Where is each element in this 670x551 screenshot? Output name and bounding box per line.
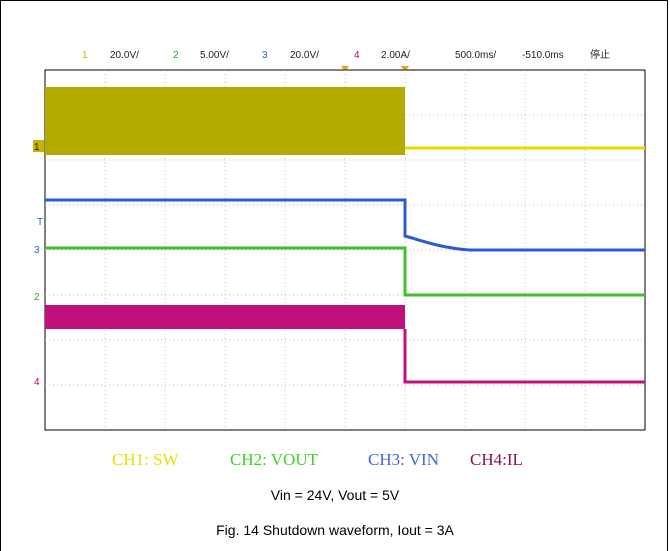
- legend-ch3: CH3: VIN: [368, 450, 439, 469]
- ch-scale: 20.0V/: [110, 50, 139, 61]
- caption-title: Fig. 14 Shutdown waveform, Iout = 3A: [216, 522, 454, 538]
- marker: 1: [34, 142, 40, 153]
- ch-scale: 5.00V/: [200, 50, 229, 61]
- timebase: 500.0ms/: [455, 50, 496, 61]
- delay: -510.0ms: [522, 50, 564, 61]
- ch-number: 4: [354, 50, 360, 61]
- ch4-trace: [403, 329, 645, 384]
- legend-ch4: CH4:IL: [470, 450, 523, 469]
- ch-number: 3: [262, 50, 268, 61]
- ch2-trace: [45, 246, 645, 297]
- ch3-trace: [45, 198, 645, 252]
- header: 1 20.0V/ 2 5.00V/ 3 20.0V/ 4 2.00A/ 500.…: [82, 48, 610, 61]
- ch-scale: 20.0V/: [290, 50, 319, 61]
- trigger-marker: T: [37, 217, 43, 228]
- status: 停止: [590, 48, 610, 61]
- marker: 3: [34, 245, 40, 256]
- channel-markers: 1 3 2 4 T: [33, 140, 44, 388]
- marker: 4: [34, 377, 40, 388]
- ch-number: 2: [173, 50, 179, 61]
- ch-number: 1: [82, 50, 88, 61]
- ch1-burst: [45, 87, 405, 155]
- legend-ch1: CH1: SW: [112, 450, 180, 469]
- legend-ch2: CH2: VOUT: [230, 450, 319, 469]
- marker-bg: [33, 140, 44, 152]
- caption-conditions: Vin = 24V, Vout = 5V: [271, 487, 400, 503]
- ch-scale: 2.00A/: [381, 50, 410, 61]
- trigger-arrow: [341, 66, 409, 72]
- marker: 2: [34, 292, 40, 303]
- ch4-burst: [45, 305, 405, 329]
- waveforms: [45, 87, 645, 384]
